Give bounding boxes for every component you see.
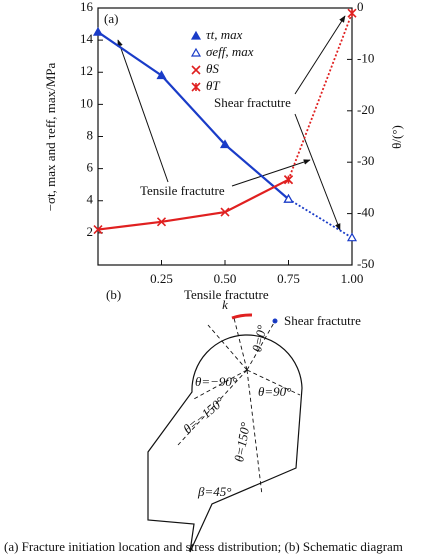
arrow xyxy=(117,39,169,183)
beta-label: β=45° xyxy=(197,484,231,499)
angle-line xyxy=(191,369,248,401)
angle-line xyxy=(246,320,276,371)
y-axis-label: −σt, max and τeff, max/MPa xyxy=(43,62,58,211)
series-line xyxy=(97,31,290,200)
arrow xyxy=(294,15,346,95)
angle-label: θ=0° xyxy=(249,324,269,353)
x-tick-label: 0.75 xyxy=(277,271,300,286)
chart: (a) k −σt, max and τeff, max/MPa θ/(°) T… xyxy=(43,0,404,312)
series-line xyxy=(288,198,353,239)
specimen-outline xyxy=(147,334,303,553)
legend-label: τt, max xyxy=(206,27,243,42)
shear-label: Shear fractutre xyxy=(284,313,361,328)
marker xyxy=(283,175,294,185)
arrow xyxy=(294,113,341,231)
marker xyxy=(219,139,231,149)
series-line xyxy=(287,12,353,180)
tensile-label: Tensile fractutre xyxy=(184,287,269,302)
y2-tick-label: -40 xyxy=(357,205,374,220)
x-axis-label: k xyxy=(222,297,228,312)
marker xyxy=(92,26,104,36)
legend-label: θT xyxy=(206,78,220,93)
angle-label: θ=90° xyxy=(258,384,291,399)
x-tick-label: 1.00 xyxy=(341,271,364,286)
y-tick-label: 6 xyxy=(87,160,94,175)
marker xyxy=(93,224,103,235)
marker xyxy=(156,217,167,227)
angle-label: θ=−150° xyxy=(180,394,227,437)
caption: (a) Fracture initiation location and str… xyxy=(4,539,403,554)
legend-label: σeff, max xyxy=(206,44,254,59)
annotation: Shear fractutre xyxy=(214,95,291,110)
panel-label: (b) xyxy=(106,287,121,302)
series-line xyxy=(97,178,289,231)
marker xyxy=(220,207,230,217)
marker xyxy=(283,193,294,203)
y2-tick-label: -20 xyxy=(357,102,374,117)
angle-lines xyxy=(177,317,301,496)
panel-label: (a) xyxy=(104,11,118,26)
legend-marker xyxy=(191,65,201,75)
arrow xyxy=(231,159,311,187)
y-tick-label: 16 xyxy=(80,0,94,14)
marker xyxy=(156,70,167,80)
y-tick-label: 2 xyxy=(87,224,94,239)
legend-label: θS xyxy=(206,61,219,76)
y-tick-label: 10 xyxy=(80,95,93,110)
legend-marker xyxy=(190,47,202,57)
angle-line xyxy=(233,317,248,371)
x-tick-label: 0.25 xyxy=(150,271,173,286)
legend-marker xyxy=(191,82,201,92)
y2-tick-label: -30 xyxy=(357,153,374,168)
angle-line xyxy=(207,324,248,371)
y2-tick-label: 0 xyxy=(357,0,364,14)
x-tick-label: 0.50 xyxy=(214,271,237,286)
y-tick-label: 14 xyxy=(80,31,94,46)
y-tick-label: 4 xyxy=(87,192,94,207)
annotation-arrows xyxy=(117,15,346,231)
angle-line xyxy=(177,369,248,446)
y2-tick-label: -10 xyxy=(357,50,374,65)
tensile-zone xyxy=(231,313,253,320)
annotation: Tensile fractutre xyxy=(140,183,225,198)
y-tick-label: 12 xyxy=(80,63,93,78)
y2-axis-label: θ/(°) xyxy=(389,125,404,149)
y2-tick-label: -50 xyxy=(357,256,374,271)
angle-label: θ=−90° xyxy=(195,374,237,389)
diagram: (b) Tensile fractutre Shear fractutre θ=… xyxy=(106,287,361,553)
angle-line xyxy=(246,369,301,396)
angle-label: θ=150° xyxy=(231,421,253,463)
marker xyxy=(346,232,358,242)
legend-marker xyxy=(190,30,202,40)
y-tick-label: 8 xyxy=(87,127,94,142)
marker xyxy=(347,8,357,18)
